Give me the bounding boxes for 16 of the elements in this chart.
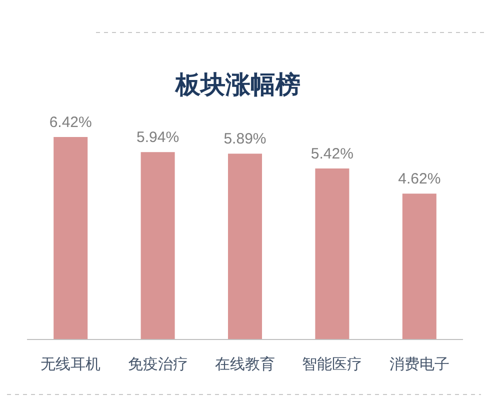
data-label: 5.94% bbox=[136, 129, 180, 146]
x-tick-label: 在线教育 bbox=[215, 356, 275, 373]
data-label: 4.62% bbox=[398, 170, 441, 188]
bar bbox=[228, 154, 262, 339]
data-label: 6.42% bbox=[49, 114, 92, 131]
bar bbox=[54, 137, 88, 339]
data-label: 5.42% bbox=[310, 145, 354, 162]
data-label: 5.89% bbox=[224, 130, 266, 148]
bar bbox=[315, 168, 350, 339]
bar bbox=[402, 194, 436, 339]
x-tick-label: 无线耳机 bbox=[40, 356, 101, 373]
x-tick-label: 智能医疗 bbox=[302, 356, 362, 373]
bar bbox=[140, 152, 175, 339]
x-tick-label: 免疫治疗 bbox=[128, 356, 188, 373]
chart-title: 板块涨幅榜 bbox=[174, 71, 300, 99]
x-tick-label: 消费电子 bbox=[389, 356, 450, 373]
